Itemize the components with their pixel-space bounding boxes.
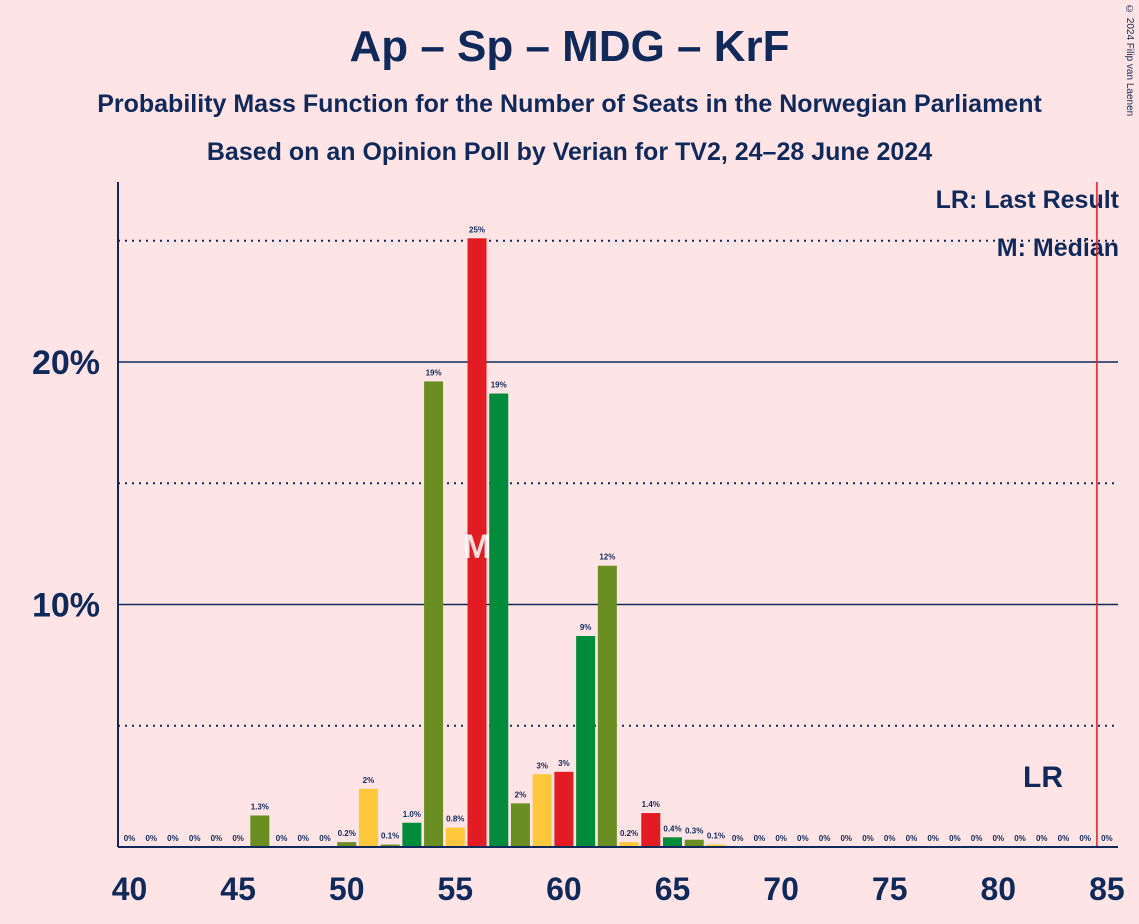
bar-value-label: 0.4% <box>663 824 681 833</box>
legend-last-result: LR: Last Result <box>935 186 1119 214</box>
x-tick-label: 75 <box>872 871 908 907</box>
bar-seat-64 <box>641 813 661 847</box>
bar-seat-55 <box>445 827 465 847</box>
bar-value-label: 0% <box>1014 834 1026 843</box>
bar-seat-65 <box>663 837 682 847</box>
bar-seat-53 <box>402 822 422 847</box>
bar-seat-66 <box>684 839 704 847</box>
bar-value-label: 0% <box>124 834 136 843</box>
bar-value-label: 2% <box>515 790 527 799</box>
y-tick-label: 10% <box>32 587 100 625</box>
bar-value-label: 1.3% <box>251 802 269 811</box>
bar-value-label: 0% <box>145 834 157 843</box>
bar-value-label: 1.0% <box>403 810 421 819</box>
x-tick-label: 55 <box>438 871 474 907</box>
bar-value-label: 0% <box>927 834 939 843</box>
bar-value-label: 0% <box>211 834 223 843</box>
y-tick-label: 20% <box>32 344 100 382</box>
bar-value-label: 0.2% <box>338 829 356 838</box>
bar-seat-46 <box>250 815 270 847</box>
bar-value-label: 0% <box>167 834 179 843</box>
bar-value-label: 1.4% <box>642 800 660 809</box>
bar-seat-54 <box>424 381 444 847</box>
bar-value-label: 0.3% <box>685 827 703 836</box>
chart-source-line: Based on an Opinion Poll by Verian for T… <box>206 138 933 166</box>
bar-value-label: 0.2% <box>620 829 638 838</box>
bar-seat-51 <box>358 788 378 847</box>
x-tick-label: 85 <box>1089 871 1125 907</box>
bar-value-label: 0% <box>232 834 244 843</box>
bar-value-label: 0% <box>906 834 918 843</box>
x-tick-label: 45 <box>220 871 256 907</box>
bar-value-label: 0% <box>1101 834 1113 843</box>
chart-subtitle: Probability Mass Function for the Number… <box>97 90 1042 118</box>
bar-seat-63 <box>619 842 639 847</box>
bar-value-label: 0% <box>754 834 766 843</box>
bar-seat-61 <box>576 636 596 847</box>
bar-seat-58 <box>510 803 530 847</box>
bar-value-label: 0% <box>276 834 288 843</box>
bar-value-label: 0.1% <box>381 832 399 841</box>
bar-value-label: 0% <box>819 834 831 843</box>
bar-value-label: 9% <box>580 623 592 632</box>
x-tick-label: 65 <box>655 871 691 907</box>
copyright-note: © 2024 Filip van Laenen <box>1124 4 1135 117</box>
last-result-marker: LR <box>1023 761 1063 794</box>
bar-value-label: 0% <box>949 834 961 843</box>
bar-value-label: 0.8% <box>446 815 464 824</box>
bar-value-label: 0.1% <box>707 832 725 841</box>
bar-value-label: 0% <box>1058 834 1070 843</box>
bar-value-label: 3% <box>536 761 548 770</box>
bar-value-label: 25% <box>469 225 485 234</box>
bar-value-label: 19% <box>426 368 442 377</box>
bar-value-label: 0% <box>1079 834 1091 843</box>
bar-seat-56 <box>467 238 487 847</box>
bar-value-label: 0% <box>189 834 201 843</box>
bar-value-label: 19% <box>491 381 507 390</box>
bar-value-label: 0% <box>297 834 309 843</box>
bar-seat-62 <box>597 565 617 847</box>
x-tick-label: 50 <box>329 871 365 907</box>
bar-value-label: 12% <box>599 553 615 562</box>
bar-value-label: 0% <box>840 834 852 843</box>
bar-seat-52 <box>380 844 400 847</box>
legend-median: M: Median <box>996 234 1119 262</box>
bar-value-label: 0% <box>775 834 787 843</box>
bar-seat-50 <box>337 842 357 847</box>
bar-seat-57 <box>489 393 509 847</box>
bar-value-label: 0% <box>971 834 983 843</box>
bar-value-label: 0% <box>319 834 331 843</box>
bar-value-label: 0% <box>993 834 1005 843</box>
median-marker: M <box>463 528 491 566</box>
bar-seat-67 <box>706 844 726 847</box>
x-tick-label: 40 <box>112 871 148 907</box>
bar-value-label: 0% <box>732 834 744 843</box>
bar-value-label: 0% <box>797 834 809 843</box>
x-tick-label: 60 <box>546 871 582 907</box>
bar-seat-59 <box>532 774 552 847</box>
x-tick-label: 70 <box>763 871 799 907</box>
bar-value-label: 0% <box>884 834 896 843</box>
bar-value-label: 0% <box>1036 834 1048 843</box>
bar-value-label: 2% <box>363 776 375 785</box>
bar-value-label: 3% <box>558 759 570 768</box>
bar-value-label: 0% <box>862 834 874 843</box>
chart-title: Ap – Sp – MDG – KrF <box>349 22 790 71</box>
bar-seat-60 <box>554 771 574 847</box>
x-tick-label: 80 <box>981 871 1017 907</box>
